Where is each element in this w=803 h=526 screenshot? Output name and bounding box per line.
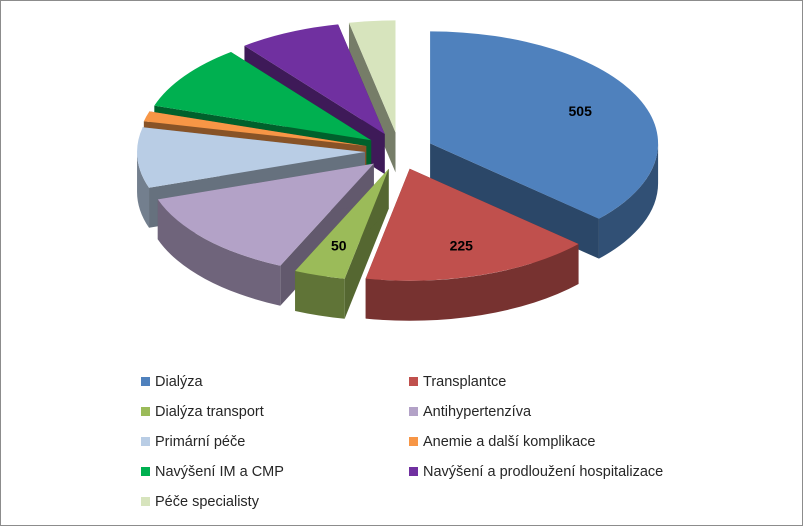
- pie-slice-dialyza-transport: [295, 168, 389, 319]
- legend-label: Antihypertenzíva: [423, 403, 532, 420]
- legend-label: Péče specialisty: [155, 493, 259, 510]
- legend-item-navyseni-im-a-cmp: Navýšení IM a CMP: [141, 461, 409, 482]
- legend-item-navyseni-a-prodlouzeni-hospitalizace: Navýšení a prodloužení hospitalizace: [409, 461, 709, 482]
- data-label-dialyza-transport: 50: [331, 238, 347, 254]
- pie-chart: 505 225 50: [137, 20, 659, 321]
- legend-label: Dialýza: [155, 373, 203, 390]
- legend-swatch: [141, 407, 150, 416]
- legend-swatch: [409, 437, 418, 446]
- legend-label: Navýšení IM a CMP: [155, 463, 284, 480]
- legend-swatch: [409, 407, 418, 416]
- legend-label: Primární péče: [155, 433, 246, 450]
- data-label-dialyza: 505: [569, 103, 593, 119]
- legend-label: Transplantce: [423, 373, 507, 390]
- legend-label: Navýšení a prodloužení hospitalizace: [423, 463, 664, 480]
- data-label-transplantce: 225: [450, 237, 474, 253]
- legend-swatch: [409, 377, 418, 386]
- pie-slice-dialyza: [430, 31, 659, 259]
- legend-label: Dialýza transport: [155, 403, 264, 420]
- legend-item-dialyza-transport: Dialýza transport: [141, 401, 409, 422]
- pie-slice-transplantce: [365, 168, 579, 321]
- legend: Dialýza Transplantce Dialýza transport Anti…: [141, 371, 709, 512]
- legend-swatch: [141, 497, 150, 506]
- legend-swatch: [141, 467, 150, 476]
- legend-swatch: [141, 377, 150, 386]
- legend-item-dialyza: Dialýza: [141, 371, 409, 392]
- legend-item-primarni-pece: Primární péče: [141, 431, 409, 452]
- legend-swatch: [409, 467, 418, 476]
- legend-item-anemie-a-dalsi-komplikace: Anemie a další komplikace: [409, 431, 709, 452]
- legend-item-pece-specialisty: Péče specialisty: [141, 491, 409, 512]
- legend-item-antihypertenziva: Antihypertenzíva: [409, 401, 709, 422]
- legend-label: Anemie a další komplikace: [423, 433, 596, 450]
- legend-item-transplantce: Transplantce: [409, 371, 709, 392]
- legend-swatch: [141, 437, 150, 446]
